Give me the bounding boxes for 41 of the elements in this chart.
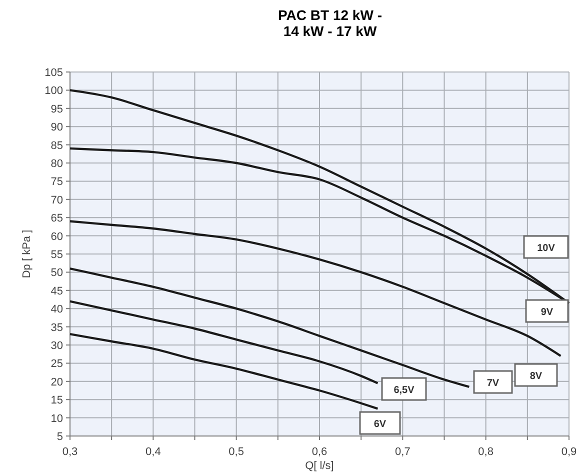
x-axis-title: Q[ l/s]: [305, 460, 334, 472]
y-tick-label: 60: [50, 230, 63, 243]
line-series: [68, 332, 379, 410]
y-tick-label: 70: [50, 194, 63, 206]
y-tick-label: 75: [50, 176, 63, 188]
x-tick-label: 0,3: [62, 446, 78, 458]
y-tick-label: 85: [50, 140, 63, 152]
x-tick-label: 0,6: [312, 446, 328, 458]
y-tick-label: 90: [50, 122, 63, 134]
series-label: 9V: [540, 307, 554, 318]
y-tick-label: 95: [50, 103, 63, 116]
y-tick-label: 50: [50, 267, 63, 280]
y-axis-title: Dp [ kPa ]: [21, 230, 33, 278]
line-series: [68, 300, 379, 384]
series-label: 6,5V: [394, 385, 415, 396]
y-tick-label: 40: [50, 304, 63, 316]
text: 10V: [537, 243, 556, 254]
x-tick-label: 0,5: [228, 446, 244, 458]
y-tick-label: 45: [50, 285, 63, 298]
line-series: [68, 220, 562, 358]
y-tick-label: 55: [50, 249, 63, 261]
y-tick-label: 15: [50, 394, 63, 407]
series-label: 6V: [374, 419, 386, 430]
x-tick-label: 0,8: [478, 446, 494, 458]
y-tick-label: 100: [44, 85, 63, 98]
y-tick-label: 5: [56, 431, 63, 443]
y-tick-label: 105: [44, 67, 63, 79]
series-label: 7V: [486, 378, 500, 389]
x-tick-label: 0,4: [146, 446, 161, 458]
y-tick-label: 25: [50, 358, 63, 370]
y-tick-label: 20: [50, 376, 63, 388]
line-series: [68, 267, 470, 388]
y-tick-label: 10: [50, 412, 63, 425]
chart-title: PAC BT 12 kW - 14 kW - 17 kW: [278, 7, 382, 39]
x-tick-label: 0,7: [395, 446, 410, 458]
y-tick-label: 80: [50, 158, 63, 170]
text: 8V: [530, 371, 542, 382]
y-tick-label: 35: [50, 322, 63, 334]
y-tick-label: 65: [50, 212, 63, 225]
y-tick-label: 30: [50, 340, 63, 352]
x-tick-label: 0,9: [561, 446, 577, 458]
